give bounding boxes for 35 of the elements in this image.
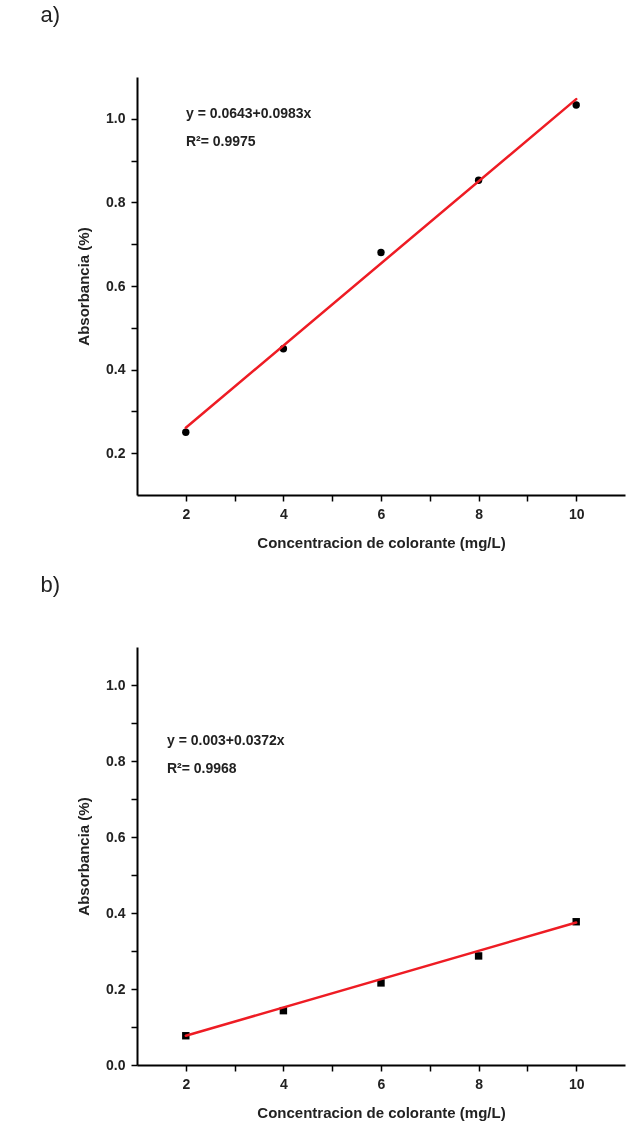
y-tick-label: 0.6 xyxy=(106,277,126,294)
y-tick-label: 1.0 xyxy=(106,110,126,127)
point xyxy=(474,952,483,960)
x-axis-title: Concentracion de colorante (mg/L) xyxy=(257,1103,506,1121)
point xyxy=(572,101,580,109)
point xyxy=(377,248,385,257)
x-tick-label: 4 xyxy=(280,1075,288,1092)
x-tick-label: 8 xyxy=(475,1075,484,1092)
x-tick-label: 2 xyxy=(182,505,191,522)
point xyxy=(182,428,190,436)
y-tick-label: 0.8 xyxy=(106,752,126,769)
y-tick-label: 0.6 xyxy=(106,828,126,845)
y-tick-label: 0.4 xyxy=(106,361,126,378)
x-tick-label: 6 xyxy=(377,505,386,522)
y-tick-label: 0.4 xyxy=(106,904,126,921)
x-tick-label: 8 xyxy=(475,505,484,522)
x-tick-label: 2 xyxy=(182,1075,191,1092)
x-tick-label: 4 xyxy=(280,505,288,522)
chart-title: b) xyxy=(40,572,61,597)
x-tick-label: 10 xyxy=(568,505,585,522)
y-axis-title: Absorbancia (%) xyxy=(75,797,93,916)
y-tick-label: 0.8 xyxy=(106,193,126,210)
x-axis-title: Concentracion de colorante (mg/L) xyxy=(257,533,506,551)
y-tick-label: 0.0 xyxy=(106,1056,126,1073)
y-tick-label: 1.0 xyxy=(106,676,126,693)
y-axis-title: Absorbancia (%) xyxy=(75,227,93,346)
annotation: R²= 0.9975 xyxy=(186,133,256,149)
annotation: R²= 0.9968 xyxy=(167,760,237,776)
annotation: y = 0.0643+0.0983x xyxy=(186,105,312,121)
annotation: y = 0.003+0.0372x xyxy=(167,732,285,748)
x-tick-label: 10 xyxy=(568,1075,585,1092)
chart-title: a) xyxy=(40,2,61,27)
y-tick-label: 0.2 xyxy=(106,980,126,997)
y-tick-label: 0.2 xyxy=(106,444,126,461)
x-tick-label: 6 xyxy=(377,1075,386,1092)
